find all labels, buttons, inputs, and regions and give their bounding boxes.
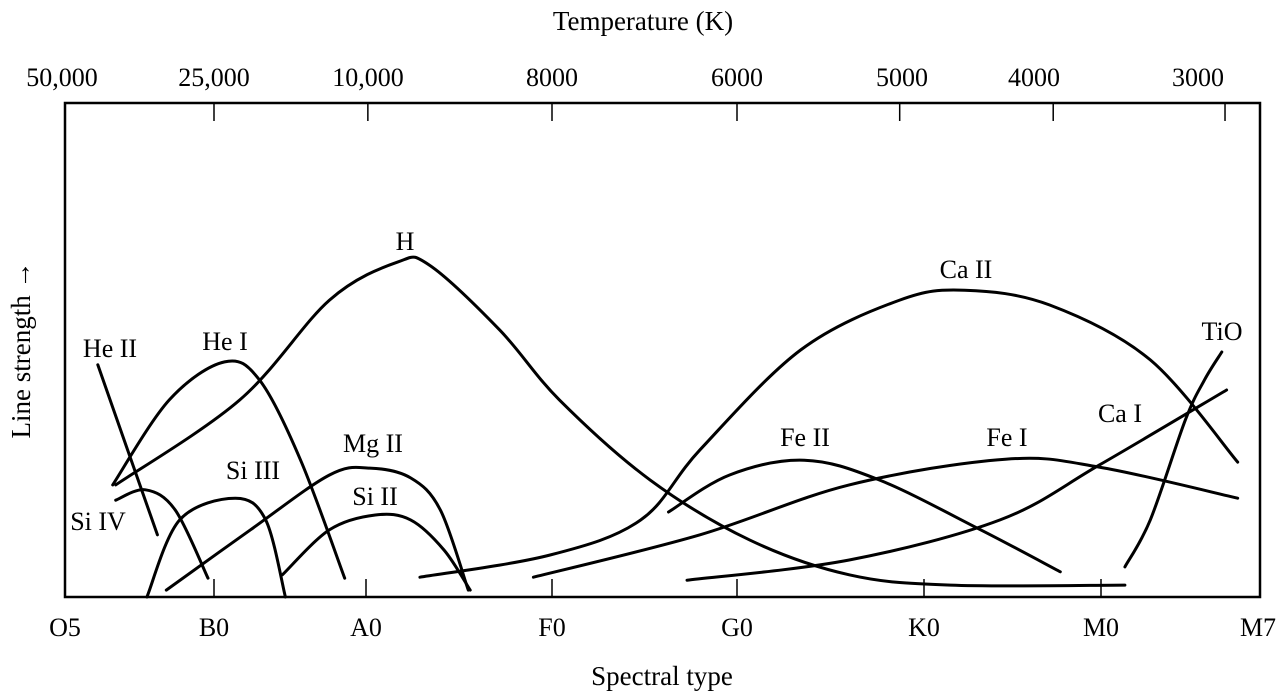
curve-tio xyxy=(1123,350,1224,569)
curve-label-fe-ii: Fe II xyxy=(780,423,830,452)
curve-ca-i xyxy=(685,388,1229,582)
bottom-axis-title: Spectral type xyxy=(591,661,733,691)
curve-label-si-ii: Si II xyxy=(352,482,398,511)
plot-frame xyxy=(63,101,1262,599)
curve-he-ii xyxy=(96,363,159,537)
bottom-tick-label: G0 xyxy=(721,613,753,642)
top-tick-label: 4000 xyxy=(1008,63,1060,92)
top-tick-label: 3000 xyxy=(1172,63,1224,92)
curve-label-he-i: He I xyxy=(202,327,247,356)
top-tick-label: 10,000 xyxy=(332,63,404,92)
curve-label-he-ii: He II xyxy=(83,334,137,363)
curve-label-si-iii: Si III xyxy=(226,456,280,485)
bottom-tick-label: B0 xyxy=(199,613,229,642)
y-axis-title: Line strength → xyxy=(6,262,36,439)
bottom-tick-label: M0 xyxy=(1083,613,1119,642)
curve-label-h: H xyxy=(396,227,415,256)
top-tick-label: 5000 xyxy=(876,63,928,92)
top-axis-title: Temperature (K) xyxy=(553,6,733,36)
curve-label-tio: TiO xyxy=(1202,317,1243,346)
curve-h xyxy=(114,255,1127,588)
curve-ca-ii xyxy=(418,288,1240,579)
bottom-tick-label: K0 xyxy=(908,613,940,642)
curve-he-i xyxy=(111,359,347,580)
curve-label-ca-ii: Ca II xyxy=(940,255,993,284)
bottom-tick-label: M7 xyxy=(1240,613,1276,642)
curve-label-ca-i: Ca I xyxy=(1098,399,1142,428)
top-tick-label: 8000 xyxy=(526,63,578,92)
curve-si-iii xyxy=(145,496,287,599)
curve-label-mg-ii: Mg II xyxy=(343,429,403,458)
curve-label-fe-i: Fe I xyxy=(986,423,1027,452)
top-tick-label: 25,000 xyxy=(178,63,250,92)
curve-si-iv xyxy=(114,488,210,580)
top-tick-label: 50,000 xyxy=(26,63,98,92)
curve-si-ii xyxy=(280,512,472,592)
bottom-tick-label: A0 xyxy=(350,613,382,642)
curve-label-si-iv: Si IV xyxy=(70,507,126,536)
curve-fe-i xyxy=(531,456,1240,579)
curve-fe-ii xyxy=(667,458,1062,574)
bottom-tick-label: F0 xyxy=(538,613,565,642)
bottom-tick-label: O5 xyxy=(49,613,81,642)
curve-mg-ii xyxy=(164,465,470,592)
top-tick-label: 6000 xyxy=(711,63,763,92)
